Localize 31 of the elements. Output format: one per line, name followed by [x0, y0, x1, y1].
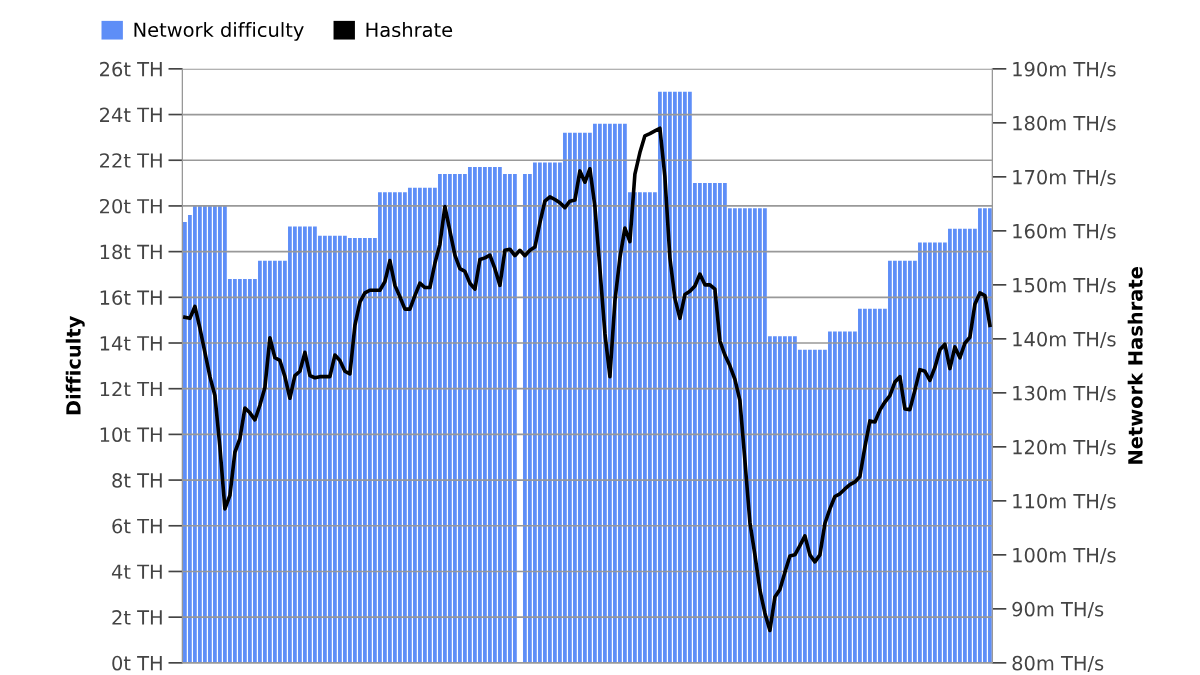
y-tick-label: 20t TH: [100, 198, 162, 214]
y-tick-label: 0t TH: [112, 655, 162, 671]
y-tick-label: 10t TH: [100, 427, 162, 443]
y-tick-label: 8t TH: [112, 473, 162, 488]
y-axis-title: Difficulty: [65, 316, 85, 415]
y2-tick-label: 110m TH/s: [1013, 493, 1116, 511]
y-tick-label: 6t TH: [112, 518, 162, 534]
y-tick-label: 14t TH: [100, 336, 162, 351]
y-tick-label: 4t TH: [111, 564, 162, 579]
y-tick-label: 22t TH: [100, 153, 162, 168]
y2-tick-label: 120m TH/s: [1013, 439, 1116, 457]
y-tick-label: 26t TH: [100, 61, 162, 77]
y2-tick-label: 150m TH/s: [1013, 277, 1116, 295]
y2-tick-label: 80m TH/s: [1012, 655, 1104, 673]
y-tick-label: 12t TH: [100, 381, 162, 397]
y-tick-label: 2t TH: [112, 610, 162, 625]
y2-tick-label: 90m TH/s: [1012, 601, 1104, 619]
legend-label: Hashrate: [366, 22, 453, 38]
y-tick-label: 18t TH: [100, 244, 162, 260]
y2-tick-label: 160m TH/s: [1013, 223, 1116, 241]
y2-tick-label: 180m TH/s: [1013, 115, 1116, 133]
y2-axis-title: Network Hashrate: [1127, 267, 1143, 464]
y2-tick-label: 130m TH/s: [1013, 385, 1116, 403]
y-tick-label: 16t TH: [100, 290, 162, 305]
legend-label: Network difficulty: [134, 22, 304, 41]
y-tick-label: 24t TH: [100, 107, 162, 122]
y2-tick-label: 140m TH/s: [1013, 331, 1116, 349]
y2-tick-label: 100m TH/s: [1013, 547, 1116, 565]
line-series: [183, 126, 992, 633]
y2-tick-label: 190m TH/s: [1013, 61, 1116, 79]
y2-tick-label: 170m TH/s: [1013, 169, 1116, 187]
